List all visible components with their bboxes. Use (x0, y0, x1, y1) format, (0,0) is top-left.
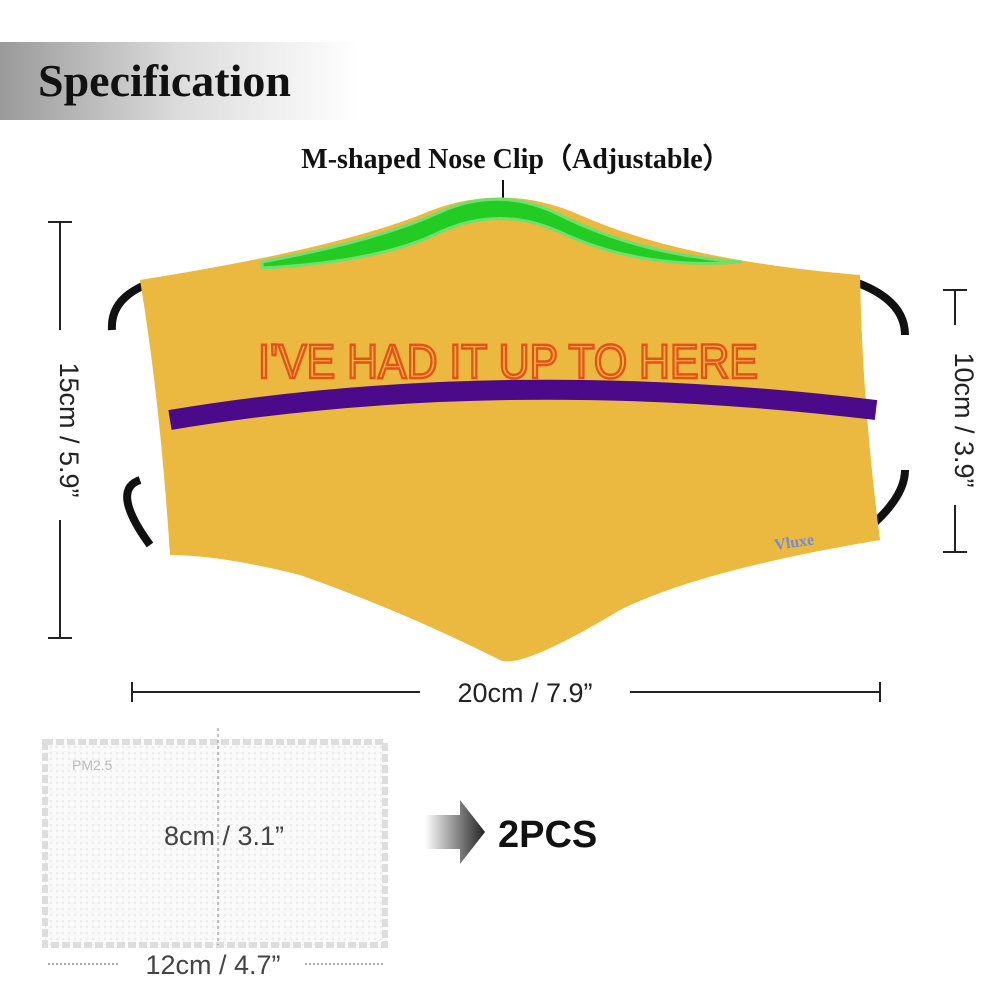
filter-width: 12cm / 4.7” (145, 950, 280, 980)
ear-loop (107, 281, 154, 548)
filter-label: PM2.5 (72, 757, 113, 773)
brand: Vluxe (773, 532, 815, 554)
width-label: 20cm / 7.9” (457, 678, 592, 708)
stripe (168, 379, 878, 430)
arrow (425, 800, 485, 864)
nose-clip (260, 197, 743, 270)
nose-clip-label: M-shaped Nose Clip（Adjustable） (301, 142, 730, 175)
mask-print: I'VE HAD IT UP TO HERE (258, 336, 758, 389)
mask (140, 197, 880, 662)
dimension-lines (48, 221, 967, 702)
side-height-label: 10cm / 3.9” (949, 352, 979, 487)
header-band (0, 42, 360, 120)
filter-height: 8cm / 3.1” (164, 821, 284, 851)
title: Specification (38, 55, 291, 106)
filter (42, 739, 388, 948)
height-label: 15cm / 5.9” (54, 362, 84, 497)
quantity: 2PCS (498, 814, 597, 856)
